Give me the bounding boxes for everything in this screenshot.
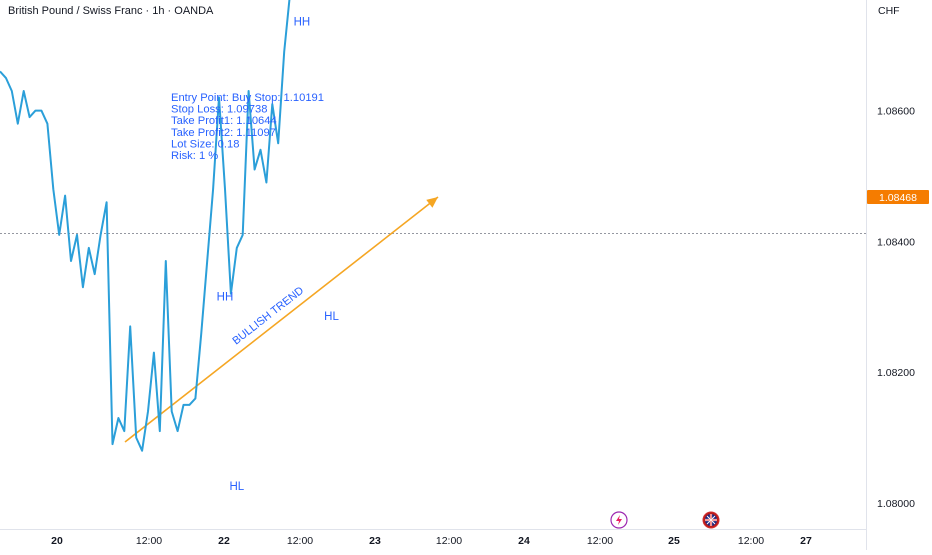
trend-label: BULLISH TREND — [230, 285, 306, 348]
time-tick-label: 22 — [218, 535, 230, 547]
lightning-event-icon[interactable] — [610, 511, 628, 529]
trade-info-line: Risk: 1 % — [171, 150, 218, 162]
swing-label-hh: HH — [217, 291, 234, 303]
orange-lower-badge: 1.08468 — [867, 190, 929, 204]
time-tick-label: 12:00 — [287, 535, 313, 547]
price-tick-label: 1.08600 — [877, 106, 915, 118]
orange-lower-badge-bg — [867, 190, 929, 204]
time-tick-label: 25 — [668, 535, 680, 547]
time-tick-label: 12:00 — [136, 535, 162, 547]
time-tick-label: 24 — [518, 535, 530, 547]
orange-lower-badge-text: 1.08468 — [879, 192, 917, 204]
symbol-title: British Pound / Swiss Franc · 1h · OANDA — [8, 5, 214, 17]
price-tick-label: 1.08200 — [877, 367, 915, 379]
swing-label-hl: HL — [324, 311, 339, 323]
trade-info-line: Stop Loss: 1.09738 — [171, 104, 267, 116]
time-tick-label: 12:00 — [587, 535, 613, 547]
trend-arrowhead — [426, 197, 438, 208]
uk-flag-event-icon[interactable] — [702, 511, 720, 529]
time-axis-border — [0, 529, 866, 530]
bullish-trend-arrow — [124, 196, 439, 443]
price-series-line — [0, 0, 291, 452]
trade-info-line: Take Profit2: 1.11097 — [171, 127, 276, 139]
time-tick-label: 23 — [369, 535, 381, 547]
trade-info-line: Take Profit1: 1.10644 — [171, 115, 277, 127]
price-axis-border — [866, 0, 867, 550]
time-tick-label: 27 — [800, 535, 812, 547]
currency-label: CHF — [878, 5, 900, 17]
price-tick-label: 1.08400 — [877, 236, 915, 248]
trade-info-line: Lot Size: 0.18 — [171, 138, 239, 150]
swing-label-hl: HL — [229, 481, 244, 493]
swing-label-hh: HH — [294, 17, 311, 29]
time-tick-label: 12:00 — [738, 535, 764, 547]
price-tick-label: 1.08000 — [877, 498, 915, 510]
time-tick-label: 20 — [51, 535, 63, 547]
trade-info-line: Entry Point: Buy Stop: 1.10191 — [171, 92, 324, 104]
time-tick-label: 12:00 — [436, 535, 462, 547]
